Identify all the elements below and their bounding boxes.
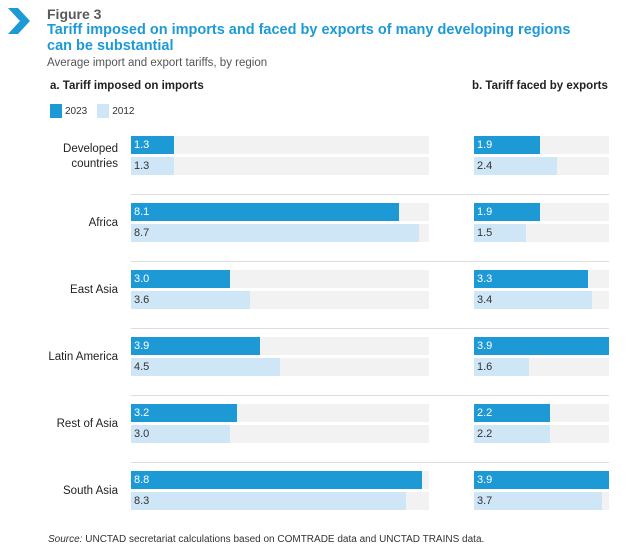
legend-swatch-2023 [50,104,62,118]
panel-b-title: b. Tariff faced by exports [472,80,608,92]
data-label-2023: 3.3 [477,273,493,285]
chart-subtitle: Average import and export tariffs, by re… [47,57,268,69]
row-separator [131,328,609,329]
data-label-2023: 1.9 [477,139,493,151]
source-note: Source: UNCTAD secretariat calculations … [48,534,484,545]
data-label-2012: 2.2 [477,428,493,440]
bar-2012-africa-panel-a [131,224,420,242]
bar-2012-rest-of-asia-panel-a [131,425,231,443]
data-label-2023: 3.9 [134,340,150,352]
bar-2012-south-asia-panel-a [131,492,406,510]
bar-2023-developed-countries-panel-b [474,136,540,154]
data-label-2023: 3.0 [134,273,150,285]
legend-swatch-2012 [97,104,110,118]
bar-2023-developed-countries-panel-a [131,136,175,154]
chevron-right-icon [8,8,30,34]
bar-2023-africa-panel-b [474,203,540,221]
data-label-2012: 1.3 [134,160,150,172]
source-text: UNCTAD secretariat calculations based on… [82,534,485,545]
legend-item-2012: 2012 [97,104,135,118]
bar-2023-rest-of-asia-panel-a [131,404,237,422]
data-label-2012: 1.5 [477,227,493,239]
bar-2023-east-asia-panel-b [474,270,589,288]
data-label-2012: 1.6 [477,361,493,373]
row-separator [131,194,609,195]
bar-track [131,157,429,175]
category-label-south-asia: South Asia [63,485,118,497]
data-label-2012: 3.6 [134,294,150,306]
bar-2012-east-asia-panel-a [131,291,251,309]
bar-2012-latin-america-panel-b [474,358,530,376]
legend-item-2023: 2023 [50,104,87,118]
bar-2023-latin-america-panel-a [131,337,261,355]
data-label-2012: 8.3 [134,495,150,507]
legend-label-2023: 2023 [65,105,88,117]
data-label-2023: 3.9 [477,474,493,486]
bar-2012-latin-america-panel-a [131,358,280,376]
bar-2012-africa-panel-b [474,224,526,242]
data-label-2023: 1.9 [477,206,493,218]
category-label-east-asia: East Asia [70,284,118,296]
category-label-latin-america: Latin America [48,351,118,363]
row-separator [131,462,609,463]
legend: 2023 2012 [50,104,145,118]
figure-label: Figure 3 [47,6,102,22]
row-separator [131,261,609,262]
data-label-2023: 3.2 [134,407,150,419]
data-label-2023: 8.1 [134,206,150,218]
category-label-rest-of-asia: Rest of Asia [56,418,118,430]
data-label-2023: 1.3 [134,139,150,151]
bar-2023-latin-america-panel-b [474,337,609,355]
bar-2012-developed-countries-panel-a [131,157,175,175]
bar-2023-south-asia-panel-a [131,471,423,489]
data-label-2023: 8.8 [134,474,150,486]
bar-2023-rest-of-asia-panel-b [474,404,551,422]
data-label-2012: 3.4 [477,294,493,306]
legend-label-2012: 2012 [112,105,135,117]
category-label-africa: Africa [88,217,118,229]
bar-track [131,136,429,154]
data-label-2012: 8.7 [134,227,150,239]
data-label-2012: 3.0 [134,428,150,440]
bar-2012-rest-of-asia-panel-b [474,425,551,443]
category-label-developed-countries: Developed countries [63,143,118,170]
bar-2012-south-asia-panel-b [474,492,603,510]
bar-2023-africa-panel-a [131,203,400,221]
source-label: Source: [48,534,83,545]
row-separator [131,395,609,396]
bar-2023-east-asia-panel-a [131,270,231,288]
bar-2012-east-asia-panel-b [474,291,592,309]
data-label-2023: 3.9 [477,340,493,352]
data-label-2012: 4.5 [134,361,150,373]
data-label-2012: 3.7 [477,495,493,507]
data-label-2012: 2.4 [477,160,493,172]
bar-2023-south-asia-panel-b [474,471,609,489]
chart-title: Tariff imposed on imports and faced by e… [47,22,571,54]
panel-a-title: a. Tariff imposed on imports [50,80,204,92]
bar-2012-developed-countries-panel-b [474,157,558,175]
data-label-2023: 2.2 [477,407,493,419]
